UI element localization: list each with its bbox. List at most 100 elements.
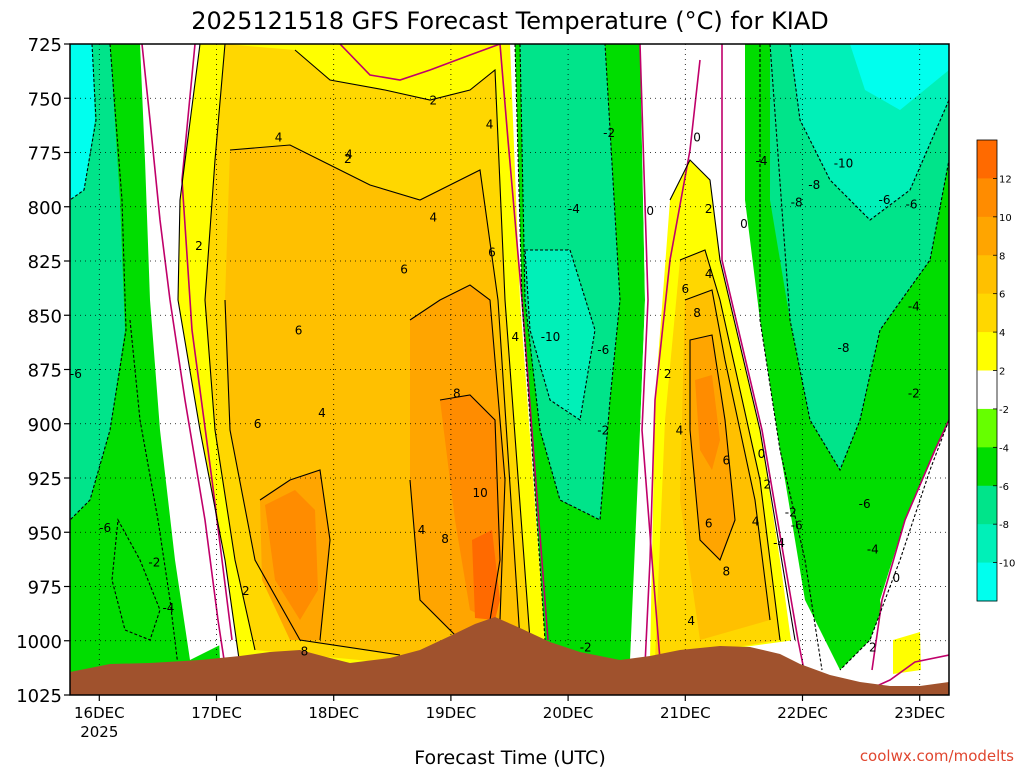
footer-credit[interactable]: coolwx.com/modelts	[860, 747, 1014, 765]
contour-label: -6	[99, 521, 111, 535]
colorbar-swatch	[977, 447, 997, 487]
cold-band-right-edge	[850, 44, 949, 110]
contour-label: -10	[541, 330, 561, 344]
x-tick-label: 19DEC	[426, 704, 477, 722]
contour-label: 2	[242, 584, 250, 598]
contour-label: -8	[808, 178, 820, 192]
contour-neg-left-3	[129, 319, 179, 667]
warm-12-core	[472, 530, 500, 620]
contour-zero-right-1	[721, 44, 805, 671]
colorbar-label: 2	[999, 367, 1005, 378]
contour-pos-2-left	[177, 44, 241, 667]
contour-neg-right-3	[759, 44, 823, 671]
contour-neg-right-4	[839, 419, 949, 671]
cold-band-middle-coldest	[525, 250, 595, 420]
colorbar-swatch	[977, 524, 997, 564]
colorbar-label: 10	[999, 213, 1012, 224]
contour-label: 4	[418, 523, 426, 537]
y-tick-label: 800	[28, 198, 62, 219]
contour-neg-left-1	[70, 44, 127, 521]
contour-label: -6	[859, 497, 871, 511]
contour-label: 6	[705, 517, 713, 531]
contour-pos-right-6	[684, 289, 771, 621]
colorbar-swatch	[977, 562, 997, 602]
contour-pos-6	[229, 144, 521, 641]
contour-neg-right-2	[789, 44, 949, 221]
contour-label: 0	[646, 204, 654, 218]
y-tick-label: 925	[28, 469, 62, 490]
contour-pos-8-mid-b	[409, 479, 461, 641]
contour-label: 4	[687, 614, 695, 628]
y-tick-label: 975	[28, 578, 62, 599]
colorbar-swatch	[977, 293, 997, 333]
contour-label: 4	[512, 330, 520, 344]
contour-zero-right-2	[871, 419, 949, 671]
x-tick-label: 17DEC	[191, 704, 242, 722]
x-axis-label: Forecast Time (UTC)	[414, 747, 605, 768]
contour-label: 4	[486, 117, 494, 131]
contour-label: 0	[740, 217, 748, 231]
x-tick-label: 16DEC	[74, 704, 125, 722]
contour-label: -4	[755, 154, 767, 168]
contour-label: -4	[908, 300, 920, 314]
contour-label: -8	[838, 341, 850, 355]
contour-label: 6	[400, 263, 408, 277]
contour-zero-mid-2	[639, 44, 661, 661]
contour-label: 4	[705, 267, 713, 281]
colorbar-swatch	[977, 332, 997, 371]
terrain-surface	[70, 617, 949, 695]
y-tick-label: 750	[28, 89, 62, 110]
coldest-left-edge	[70, 44, 95, 200]
contour-pos-8-lower	[259, 469, 331, 641]
contour-label: -4	[162, 601, 174, 615]
contour-pos-4-left	[204, 44, 256, 651]
contour-label: -6	[597, 343, 609, 357]
contour-label: 2	[195, 239, 203, 253]
contour-label: 6	[681, 282, 689, 296]
y-tick-label: 900	[28, 415, 62, 436]
contour-label: 2	[344, 152, 352, 166]
contour-label: 6	[488, 245, 496, 259]
contour-label: -2	[580, 640, 592, 654]
colorbar-swatch	[977, 216, 997, 256]
contour-label: -6	[879, 193, 891, 207]
contour-label: 2	[664, 367, 672, 381]
contour-neg-mid-1	[519, 44, 621, 521]
colorbar-label: 12	[999, 174, 1012, 185]
contour-zero-left-2	[181, 44, 233, 641]
white-gap-right	[720, 44, 825, 670]
x-tick-sublabel: 2025	[80, 723, 118, 741]
contour-pos-right-2	[669, 159, 796, 641]
contour-label: 6	[295, 323, 303, 337]
warm-8-lower-left-core	[265, 490, 318, 620]
contour-neg-left-4	[111, 518, 161, 641]
contour-label: 6	[254, 417, 262, 431]
contour-pos-right-8	[689, 334, 736, 561]
contour-zero-left	[141, 44, 226, 667]
contour-label: -2	[785, 506, 797, 520]
contour-label: 4	[752, 514, 760, 528]
colorbar-label: 8	[999, 251, 1005, 262]
contour-pos-4-mid	[294, 49, 531, 641]
contour-label: -4	[568, 202, 580, 216]
contour-label: 0	[693, 130, 701, 144]
colorbar-swatch	[977, 178, 997, 218]
contour-label: -6	[906, 198, 918, 212]
colorbar: 12 10 8 6 4 2 -2 -4 -6 -8 -10	[976, 139, 1015, 602]
contour-label: 8	[693, 306, 701, 320]
contour-label: 4	[676, 423, 684, 437]
contour-label: -2	[148, 556, 160, 570]
colorbar-label: -10	[999, 559, 1015, 570]
white-gap-left	[140, 44, 230, 660]
contour-label: 6	[722, 454, 730, 468]
contour-label: 8	[453, 386, 461, 400]
contour-label: 10	[473, 486, 488, 500]
contour-neg-left-2	[70, 44, 97, 201]
colorbar-swatch	[977, 140, 997, 179]
y-tick-label: 1025	[16, 686, 62, 707]
colorbar-swatch	[977, 370, 997, 410]
x-tick-label: 22DEC	[777, 704, 828, 722]
contour-label: 0	[892, 571, 900, 585]
